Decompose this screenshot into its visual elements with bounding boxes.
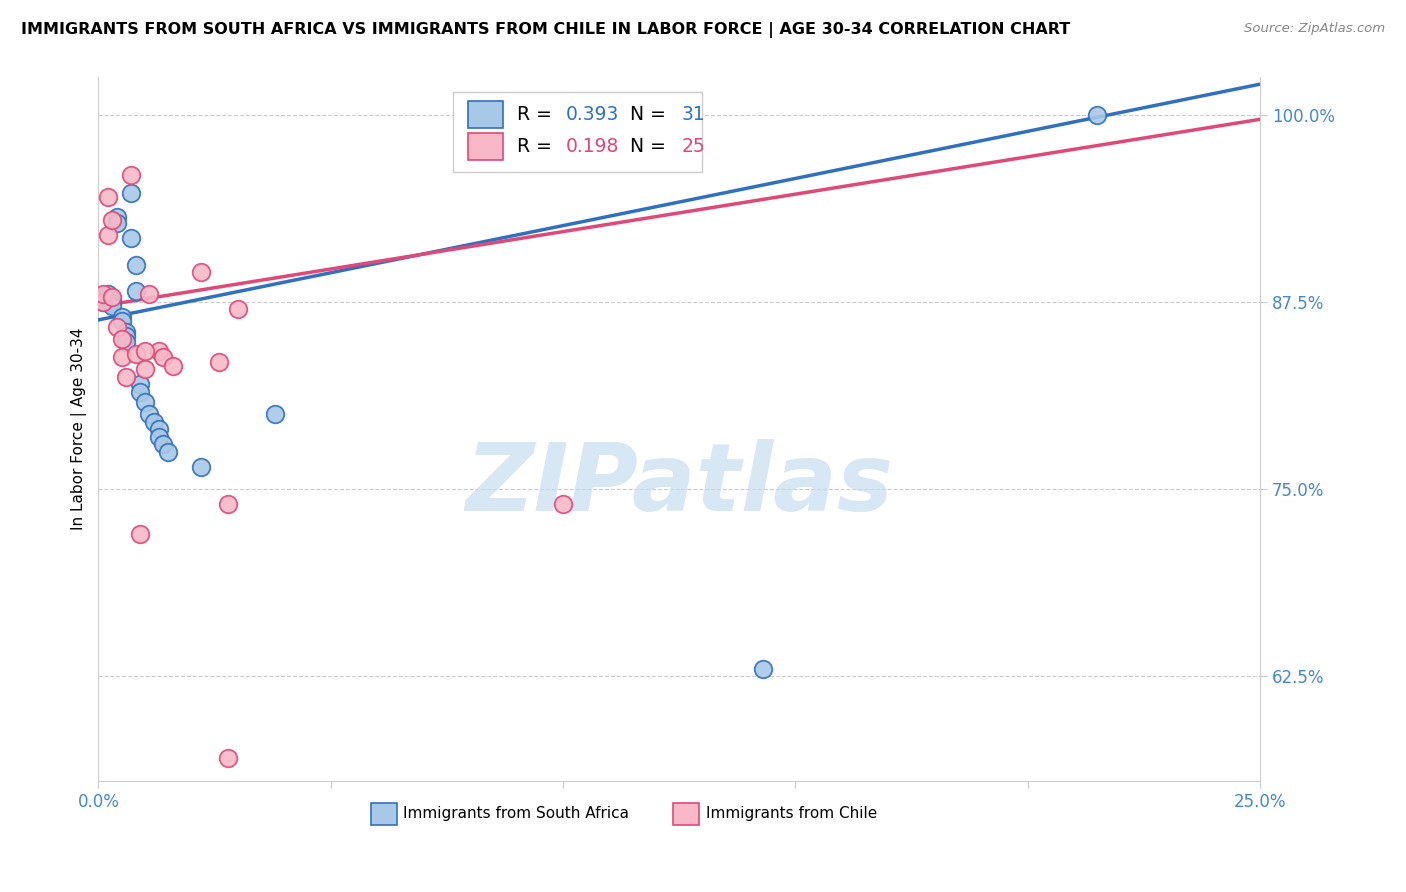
Point [217, 751, 239, 765]
Point [134, 395, 156, 409]
Text: 0.393: 0.393 [565, 105, 619, 124]
Point [110, 351, 132, 365]
Point [120, 230, 142, 244]
Point [120, 186, 142, 200]
Point [105, 210, 128, 224]
Point [264, 407, 287, 421]
Point [148, 430, 170, 444]
Point [105, 320, 128, 334]
Point [115, 329, 138, 343]
Point [97, 190, 120, 204]
Point [134, 344, 156, 359]
Point [101, 296, 124, 310]
Point [115, 369, 138, 384]
Text: Immigrants from Chile: Immigrants from Chile [706, 806, 877, 822]
Point [97, 287, 120, 301]
Text: ZIPatlas: ZIPatlas [465, 440, 893, 532]
Point [143, 415, 166, 429]
Point [101, 290, 124, 304]
Text: N =: N = [630, 105, 672, 124]
Point [101, 212, 124, 227]
Point [101, 300, 124, 314]
Point [129, 384, 152, 399]
Point [138, 287, 160, 301]
Point [91, 287, 114, 301]
Point [91, 295, 114, 310]
Point [217, 497, 239, 511]
Point [226, 302, 249, 317]
Point [129, 527, 152, 541]
Point [134, 362, 156, 376]
Point [91, 295, 114, 310]
Point [110, 332, 132, 346]
Point [110, 314, 132, 328]
Point [1085, 108, 1108, 122]
Text: 0.198: 0.198 [565, 136, 619, 156]
Point [752, 662, 775, 676]
Text: Immigrants from South Africa: Immigrants from South Africa [402, 806, 628, 822]
Point [124, 258, 146, 272]
Text: R =: R = [516, 136, 557, 156]
Point [148, 344, 170, 359]
Point [152, 437, 174, 451]
Point [124, 347, 146, 361]
Point [91, 290, 114, 304]
Point [97, 293, 120, 308]
Point [138, 407, 160, 421]
Text: 31: 31 [682, 105, 706, 124]
Bar [468, 133, 502, 160]
Text: IMMIGRANTS FROM SOUTH AFRICA VS IMMIGRANTS FROM CHILE IN LABOR FORCE | AGE 30-34: IMMIGRANTS FROM SOUTH AFRICA VS IMMIGRAN… [21, 22, 1070, 38]
Point [97, 227, 120, 242]
Point [101, 293, 124, 308]
Bar [673, 804, 699, 824]
Point [115, 335, 138, 350]
Bar [371, 804, 396, 824]
Text: R =: R = [516, 105, 557, 124]
Text: Source: ZipAtlas.com: Source: ZipAtlas.com [1244, 22, 1385, 36]
Point [152, 351, 174, 365]
Bar [468, 102, 502, 128]
Point [105, 216, 128, 230]
Point [129, 377, 152, 392]
Point [208, 355, 231, 369]
Point [190, 265, 212, 279]
Point [148, 422, 170, 436]
Bar [453, 92, 703, 172]
Point [157, 444, 180, 458]
Point [551, 497, 574, 511]
Text: N =: N = [630, 136, 672, 156]
Point [110, 310, 132, 324]
Point [120, 168, 142, 182]
Point [162, 359, 184, 374]
Text: 25: 25 [682, 136, 706, 156]
Point [124, 285, 146, 299]
Point [190, 459, 212, 474]
Point [115, 325, 138, 339]
Y-axis label: In Labor Force | Age 30-34: In Labor Force | Age 30-34 [72, 328, 87, 531]
